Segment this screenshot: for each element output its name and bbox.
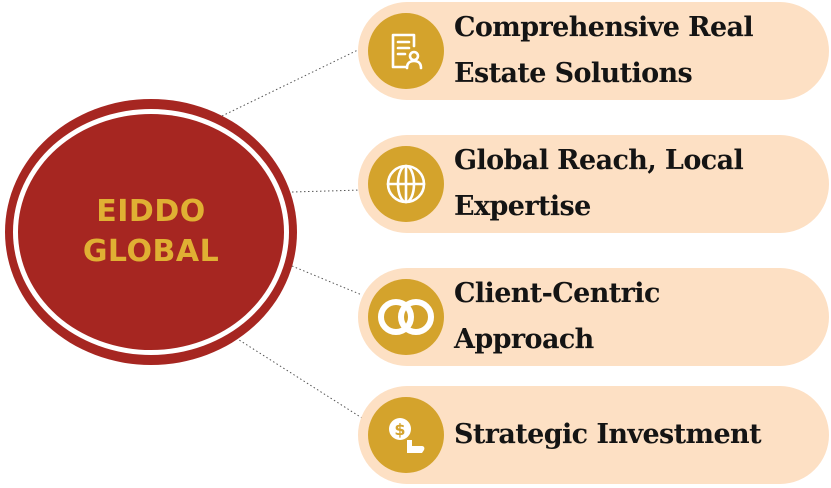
feature-label-4: Strategic Investment: [454, 419, 762, 450]
document-user-icon: [368, 13, 444, 89]
central-hub: EIDDO GLOBAL: [18, 114, 284, 350]
feature-label-2: Global Reach, Local Expertise: [454, 145, 744, 222]
svg-text:$: $: [394, 420, 405, 439]
connector-line-2: [291, 189, 363, 193]
feature-item-strategic-investment: $ Strategic Investment: [358, 386, 829, 484]
interlocking-rings-icon: [368, 279, 444, 355]
hub-title-line-1: EIDDO: [96, 194, 206, 229]
feature-item-client-centric: Client-Centric Approach: [358, 268, 829, 366]
connector-line-4: [235, 337, 363, 419]
hub-title-line-2: GLOBAL: [82, 234, 220, 269]
connector-line-1: [221, 47, 363, 117]
feature-label-3: Client-Centric Approach: [454, 278, 660, 355]
globe-icon: [368, 146, 444, 222]
connector-line-3: [291, 265, 363, 296]
dollar-hand-icon: $: [368, 397, 444, 473]
feature-item-global-reach: Global Reach, Local Expertise: [358, 135, 829, 233]
feature-label-1: Comprehensive Real Estate Solutions: [454, 12, 754, 89]
feature-item-real-estate-solutions: Comprehensive Real Estate Solutions: [358, 2, 829, 100]
